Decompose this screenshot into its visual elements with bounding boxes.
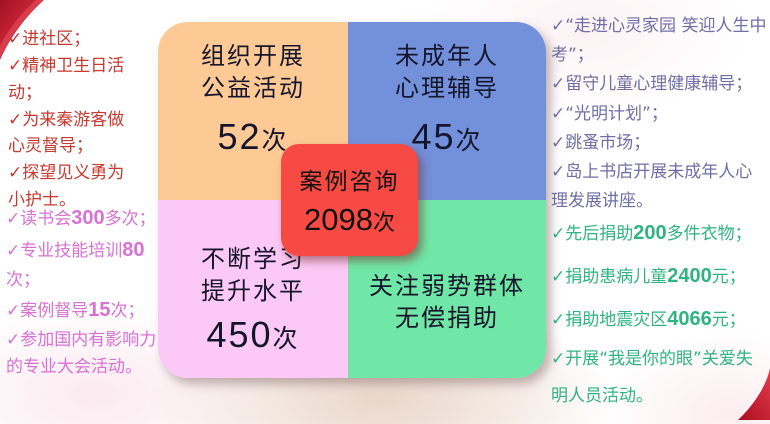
note-list-right-bottom: ✓先后捐助200多件衣物； ✓捐助患病儿童2400元； ✓捐助地震灾区4066元… (551, 212, 769, 414)
quadrant-top-left: 组织开展 公益活动 52次 (158, 22, 348, 200)
list-item: ✓探望见义勇为小护士。 (8, 163, 125, 211)
list-item: ✓留守儿童心理健康辅导； (551, 74, 753, 95)
quadrant-bottom-left-stat: 450次 (206, 314, 300, 356)
list-item: ✓读书会300多次； (6, 207, 156, 229)
quadrant-bottom-left-line2: 提升水平 (201, 277, 305, 306)
note-list-right-top: ✓“走进心灵家园 笑迎人生中考”； ✓留守儿童心理健康辅导； ✓“光明计划”； … (551, 12, 767, 217)
list-item: ✓岛上书店开展未成年人心理发展讲座。 (551, 162, 753, 212)
list-item: ✓精神卫生日活动； (8, 55, 125, 103)
quadrant-cluster: 组织开展 公益活动 52次 未成年人 心理辅导 45次 不断学习 提升水平 45… (158, 22, 546, 378)
center-stat-box: 案例咨询 2098次 (281, 144, 418, 256)
note-list-left-bottom: ✓读书会300多次； ✓专业技能培训80次； ✓案例督导15次； ✓参加国内有影… (6, 202, 164, 382)
quadrant-top-right: 未成年人 心理辅导 45次 (348, 22, 546, 200)
list-item: ✓捐助地震灾区4066元； (551, 308, 746, 330)
list-item: ✓“走进心灵家园 笑迎人生中考”； (551, 16, 767, 66)
quadrant-top-left-line2: 公益活动 (201, 74, 305, 103)
center-stat-value: 2098次 (304, 202, 395, 237)
quadrant-top-right-stat: 45次 (411, 115, 483, 157)
list-item: ✓专业技能培训80次； (6, 239, 145, 290)
quadrant-bottom-right-line1: 关注弱势群体 (369, 271, 525, 300)
quadrant-bottom-right-line2: 无偿捐助 (395, 304, 499, 332)
list-item: ✓“光明计划”； (551, 103, 668, 124)
center-stat-title: 案例咨询 (299, 169, 400, 195)
quadrant-top-right-line1: 未成年人 (395, 42, 499, 70)
quadrant-top-left-line1: 组织开展 (201, 42, 305, 70)
list-item: ✓进社区； (8, 29, 91, 49)
quadrant-top-right-line2: 心理辅导 (395, 74, 499, 103)
list-item: ✓为来秦游客做心灵督导； (8, 109, 125, 157)
list-item: ✓捐助患病儿童2400元； (551, 265, 746, 287)
list-item: ✓案例督导15次； (6, 299, 145, 322)
list-item: ✓先后捐助200多件衣物； (551, 222, 752, 244)
list-item: ✓跳蚤市场； (551, 132, 651, 153)
list-item: ✓参加国内有影响力的专业大会活动。 (6, 329, 157, 378)
note-list-left-top: ✓进社区； ✓精神卫生日活动； ✓为来秦游客做心灵督导； ✓探望见义勇为小护士。 (8, 26, 140, 214)
list-item: ✓开展“我是你的眼”关爱失明人员活动。 (551, 349, 753, 406)
quadrant-top-left-stat: 52次 (217, 115, 289, 157)
